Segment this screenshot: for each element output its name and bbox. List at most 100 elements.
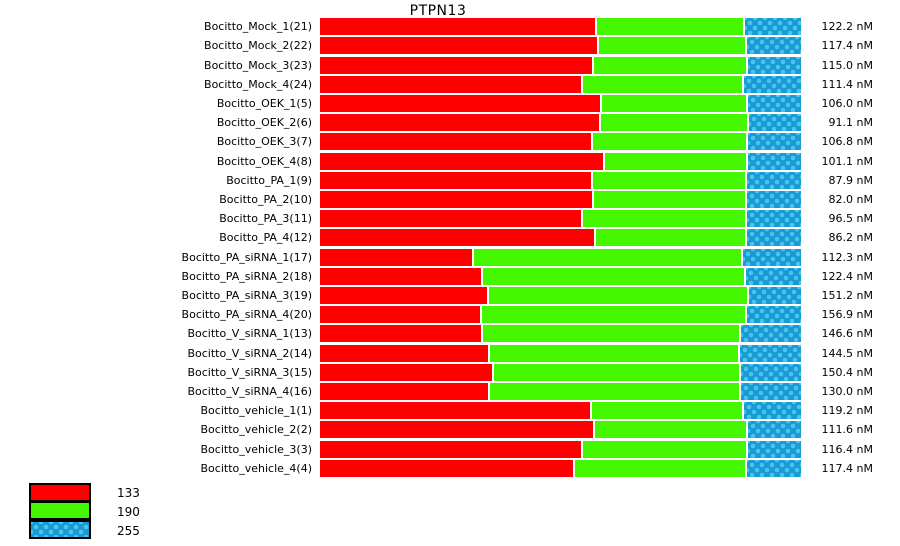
row-value: 96.5 nM: [828, 212, 873, 226]
bar-row: Bocitto_Mock_1(21) 122.2 nM: [0, 17, 900, 36]
bar-row: Bocitto_PA_siRNA_2(18) 122.4 nM: [0, 267, 900, 286]
bar-segment-133: [320, 210, 581, 228]
bar-segment-133: [320, 363, 492, 381]
row-label: Bocitto_PA_4(12): [219, 231, 312, 245]
bar-segment-133: [320, 190, 592, 208]
legend-swatch-190: [29, 501, 91, 520]
bar-row: Bocitto_PA_siRNA_1(17) 112.3 nM: [0, 247, 900, 266]
row-label: Bocitto_V_siRNA_2(14): [187, 346, 312, 360]
row-label: Bocitto_Mock_2(22): [204, 39, 312, 53]
stacked-bar: [320, 114, 801, 132]
row-value: 144.5 nM: [821, 346, 873, 360]
bar-segment-255: [748, 114, 801, 132]
bar-segment-133: [320, 286, 488, 304]
bar-segment-190: [582, 210, 745, 228]
bar-segment-255: [747, 133, 801, 151]
bar-segment-255: [747, 421, 801, 439]
row-label: Bocitto_vehicle_2(2): [200, 423, 313, 437]
bar-segment-255: [746, 37, 801, 55]
row-value: 150.4 nM: [821, 365, 873, 379]
row-label: Bocitto_PA_siRNA_4(20): [181, 308, 312, 322]
row-value: 106.0 nM: [821, 96, 873, 110]
bar-segment-255: [745, 267, 801, 285]
bar-segment-133: [320, 75, 581, 93]
bar-segment-190: [592, 133, 746, 151]
bar-row: Bocitto_vehicle_1(1) 119.2 nM: [0, 401, 900, 420]
bar-segment-190: [598, 37, 745, 55]
bar-segment-133: [320, 344, 489, 362]
bar-segment-190: [482, 325, 740, 343]
bar-segment-255: [746, 229, 801, 247]
bar-segment-190: [604, 152, 746, 170]
stacked-bar: [320, 306, 801, 324]
bar-segment-255: [740, 344, 801, 362]
bar-segment-190: [595, 229, 745, 247]
bar-segment-133: [320, 18, 595, 36]
stacked-bar: [320, 229, 801, 247]
stacked-bar: [320, 18, 801, 36]
row-value: 119.2 nM: [821, 404, 873, 418]
legend-label: 190: [117, 504, 140, 519]
bar-row: Bocitto_vehicle_3(3) 116.4 nM: [0, 439, 900, 458]
bar-segment-190: [591, 402, 743, 420]
bar-segment-190: [481, 306, 745, 324]
row-label: Bocitto_PA_3(11): [219, 212, 312, 226]
bar-row: Bocitto_V_siRNA_2(14) 144.5 nM: [0, 343, 900, 362]
row-label: Bocitto_vehicle_4(4): [200, 461, 313, 475]
bar-row: Bocitto_PA_3(11) 96.5 nM: [0, 209, 900, 228]
row-label: Bocitto_OEK_4(8): [216, 154, 312, 168]
bar-segment-190: [493, 363, 740, 381]
stacked-bar: [320, 152, 801, 170]
row-value: 101.1 nM: [821, 154, 873, 168]
bar-segment-190: [473, 248, 742, 266]
bar-segment-190: [592, 171, 745, 189]
row-value: 91.1 nM: [828, 116, 873, 130]
row-value: 122.4 nM: [821, 269, 873, 283]
stacked-bar: [320, 382, 801, 400]
row-value: 151.2 nM: [821, 288, 873, 302]
bar-segment-255: [744, 18, 801, 36]
bar-segment-133: [320, 306, 480, 324]
legend-label: 255: [117, 523, 140, 538]
stacked-bar: [320, 248, 801, 266]
bar-row: Bocitto_OEK_4(8) 101.1 nM: [0, 151, 900, 170]
bar-segment-190: [582, 440, 746, 458]
bar-segment-255: [746, 190, 801, 208]
legend-swatch-255: [29, 520, 91, 539]
row-value: 156.9 nM: [821, 308, 873, 322]
stacked-bar: [320, 210, 801, 228]
bar-segment-133: [320, 56, 592, 74]
row-value: 130.0 nM: [821, 384, 873, 398]
bar-segment-255: [747, 440, 801, 458]
stacked-bar: [320, 171, 801, 189]
bar-segment-255: [747, 152, 801, 170]
chart-title: PTPN13: [409, 3, 467, 19]
bar-segment-255: [746, 210, 801, 228]
bar-segment-190: [490, 344, 739, 362]
bar-row: Bocitto_PA_siRNA_4(20) 156.9 nM: [0, 305, 900, 324]
bar-segment-255: [743, 75, 801, 93]
bar-segment-255: [748, 94, 801, 112]
row-label: Bocitto_V_siRNA_1(13): [187, 327, 312, 341]
bar-segment-133: [320, 229, 594, 247]
stacked-bar: [320, 402, 801, 420]
row-value: 117.4 nM: [821, 461, 873, 475]
stacked-bar: [320, 344, 801, 362]
bar-segment-190: [482, 267, 744, 285]
stacked-bar: [320, 267, 801, 285]
bar-segment-133: [320, 114, 599, 132]
bar-row: Bocitto_PA_siRNA_3(19) 151.2 nM: [0, 286, 900, 305]
bar-segment-133: [320, 248, 472, 266]
bar-row: Bocitto_vehicle_4(4) 117.4 nM: [0, 459, 900, 478]
row-label: Bocitto_OEK_1(5): [216, 96, 312, 110]
bar-segment-255: [746, 171, 801, 189]
row-value: 122.2 nM: [821, 20, 873, 34]
row-label: Bocitto_vehicle_1(1): [200, 404, 313, 418]
stacked-bar: [320, 190, 801, 208]
row-value: 111.6 nM: [821, 423, 873, 437]
bar-segment-190: [490, 382, 740, 400]
bar-segment-255: [747, 56, 801, 74]
row-label: Bocitto_PA_siRNA_3(19): [181, 288, 312, 302]
bar-segment-133: [320, 421, 593, 439]
